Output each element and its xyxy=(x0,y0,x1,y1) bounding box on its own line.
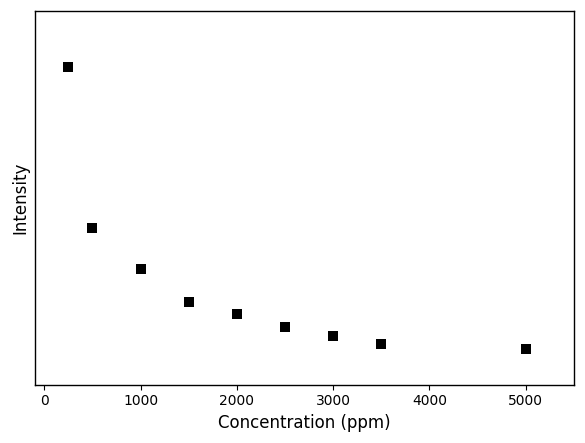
Point xyxy=(377,340,386,347)
Point xyxy=(136,265,145,272)
Y-axis label: Intensity: Intensity xyxy=(11,162,29,234)
Point xyxy=(184,299,194,306)
Point xyxy=(521,346,531,353)
Point xyxy=(64,64,73,71)
Point xyxy=(232,310,242,317)
Point xyxy=(329,333,338,340)
X-axis label: Concentration (ppm): Concentration (ppm) xyxy=(218,414,391,432)
Point xyxy=(280,323,290,330)
Point xyxy=(88,224,97,231)
